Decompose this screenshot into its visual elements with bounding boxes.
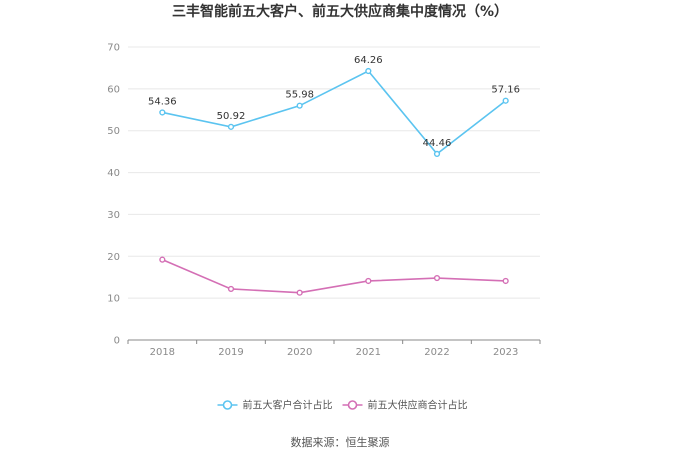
data-label: 54.36	[148, 96, 177, 107]
x-tick-label: 2021	[356, 347, 381, 358]
x-tick-label: 2018	[150, 347, 175, 358]
chart-title: 三丰智能前五大客户、前五大供应商集中度情况（%）	[172, 3, 508, 20]
y-tick-label: 10	[107, 294, 120, 305]
data-point[interactable]	[227, 123, 235, 130]
data-point[interactable]	[433, 274, 441, 282]
legend-label: 前五大供应商合计占比	[368, 399, 468, 412]
y-tick-label: 50	[107, 126, 120, 137]
data-point[interactable]	[227, 285, 235, 293]
data-point[interactable]	[296, 102, 303, 109]
data-point[interactable]	[296, 289, 303, 296]
data-point[interactable]	[502, 97, 509, 104]
data-point[interactable]	[365, 277, 372, 285]
grid-lines	[128, 46, 540, 299]
x-tick-label: 2019	[218, 347, 243, 358]
data-label: 50.92	[217, 111, 246, 122]
axes: 0 10 20 30 40 50 60 70 2018 2019 2020 2021 2022 2023	[107, 43, 541, 358]
legend-item[interactable]: 前五大客户合计占比	[217, 399, 333, 412]
legend[interactable]: 前五大客户合计占比 前五大供应商合计占比	[217, 399, 468, 412]
legend-label: 前五大客户合计占比	[243, 399, 333, 412]
series-line	[162, 70, 507, 156]
series-group: 54.36 50.92 55.98 64.26 44.46 57.16	[148, 55, 520, 296]
y-tick-label: 70	[107, 43, 120, 54]
legend-marker-icon	[222, 400, 233, 410]
y-tick-label: 0	[114, 336, 120, 347]
x-tick-label: 2023	[493, 347, 518, 358]
source-note: 数据来源：恒生聚源	[291, 435, 390, 449]
y-tick-label: 40	[107, 168, 120, 179]
y-tick-label: 30	[107, 210, 120, 221]
data-point[interactable]	[502, 277, 509, 285]
y-tick-label: 60	[107, 84, 120, 95]
legend-item[interactable]: 前五大供应商合计占比	[342, 399, 468, 412]
data-label: 57.16	[491, 85, 520, 96]
data-point[interactable]	[159, 256, 166, 263]
data-label: 55.98	[285, 90, 314, 101]
legend-marker-icon	[347, 400, 358, 410]
data-point[interactable]	[433, 150, 441, 158]
data-point[interactable]	[365, 67, 372, 75]
y-tick-label: 20	[107, 252, 120, 263]
x-tick-label: 2022	[424, 347, 449, 358]
series-line	[162, 258, 506, 294]
data-label: 64.26	[354, 55, 383, 66]
x-tick-label: 2020	[287, 347, 312, 358]
data-label: 44.46	[423, 138, 452, 149]
data-point[interactable]	[159, 109, 166, 116]
